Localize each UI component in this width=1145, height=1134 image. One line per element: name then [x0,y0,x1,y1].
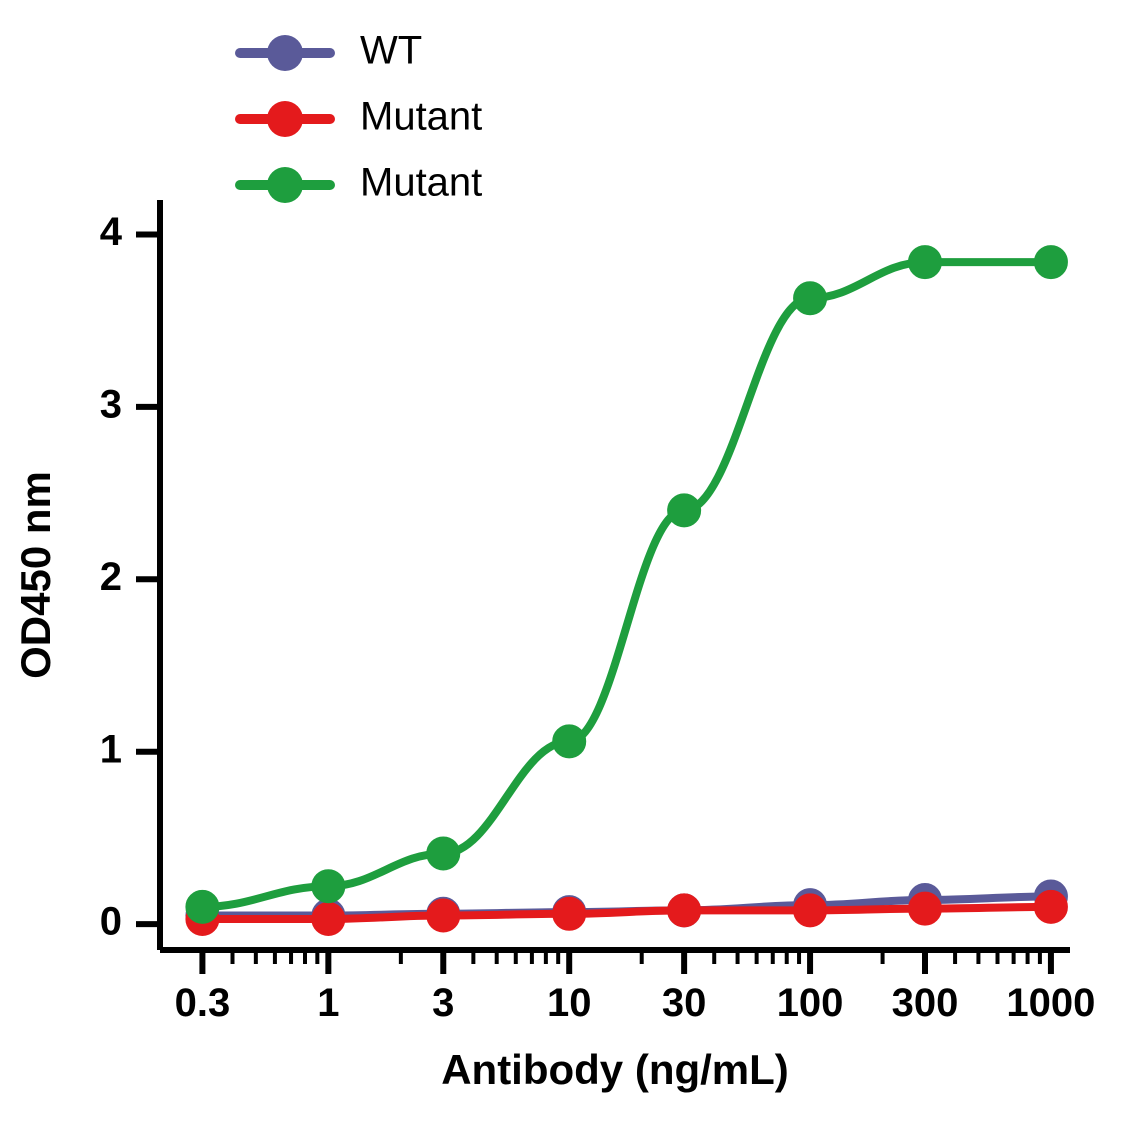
legend-label-2: Mutant [360,161,482,205]
series-line-2 [202,262,1051,907]
x-tick-label-2: 3 [432,981,454,1025]
legend-marker-1 [267,101,303,137]
legend-marker-2 [267,167,303,203]
x-tick-label-4: 30 [662,981,707,1025]
series-marker-1-5 [794,894,826,926]
series-marker-1-4 [668,894,700,926]
x-tick-label-0: 0.3 [175,981,231,1025]
series-marker-1-3 [553,898,585,930]
y-tick-label-0: 0 [100,900,122,944]
legend-label-1: Mutant [360,95,482,139]
series-marker-2-7 [1035,246,1067,278]
series-marker-2-1 [312,870,344,902]
legend: WT Mutant Mutant [240,29,482,205]
x-tick-label-6: 300 [892,981,959,1025]
y-tick-label-4: 4 [100,210,123,254]
series-marker-2-0 [186,891,218,923]
y-axis-label: OD450 nm [12,471,59,679]
series-marker-1-7 [1035,891,1067,923]
series-marker-2-4 [668,494,700,526]
legend-marker-0 [267,35,303,71]
series-marker-2-3 [553,725,585,757]
series-marker-2-2 [427,837,459,869]
x-tick-label-7: 1000 [1006,981,1095,1025]
series-marker-2-5 [794,282,826,314]
y-tick-label-3: 3 [100,382,122,426]
x-axis-label: Antibody (ng/mL) [441,1046,789,1093]
series-Mutant-green [186,246,1067,923]
x-tick-label-3: 10 [547,981,592,1025]
legend-label-0: WT [360,29,422,73]
series-marker-2-6 [909,246,941,278]
series-marker-1-2 [427,900,459,932]
series-marker-1-1 [312,903,344,935]
chart-svg: 0 1 2 3 4 0.3 1 3 10 30 100 300 1000 OD450 nm Antibody… [0,0,1145,1134]
x-tick-label-1: 1 [317,981,339,1025]
y-tick-label-2: 2 [100,555,122,599]
dose-response-chart: 0 1 2 3 4 0.3 1 3 10 30 100 300 1000 OD450 nm Antibody… [0,0,1145,1134]
series-marker-1-6 [909,893,941,925]
x-tick-label-5: 100 [777,981,844,1025]
y-tick-label-1: 1 [100,727,122,771]
